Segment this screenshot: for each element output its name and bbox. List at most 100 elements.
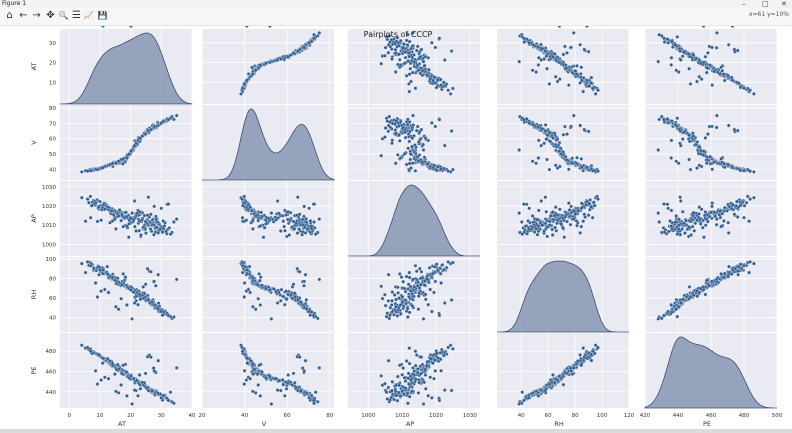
data-point	[279, 287, 284, 292]
data-point	[687, 66, 691, 71]
data-point	[689, 233, 694, 237]
data-point	[683, 231, 687, 235]
data-point	[317, 217, 322, 221]
data-point	[406, 32, 410, 37]
y-tick-label: 480	[46, 349, 57, 355]
data-point	[415, 44, 420, 49]
data-point	[302, 204, 307, 209]
data-point	[96, 352, 101, 357]
subplots-icon[interactable]: ☰	[72, 10, 81, 21]
data-point	[393, 389, 398, 394]
data-point	[406, 282, 411, 287]
data-point	[415, 154, 420, 159]
data-point	[274, 376, 278, 381]
data-point	[113, 372, 117, 376]
data-point	[579, 157, 584, 161]
data-point	[407, 89, 412, 94]
data-point	[403, 130, 408, 135]
data-point	[439, 368, 443, 373]
data-point	[565, 132, 569, 136]
data-point	[425, 274, 430, 278]
y-tick-label: 10	[49, 80, 56, 86]
back-icon[interactable]: ←	[19, 10, 28, 21]
data-point	[395, 374, 400, 379]
y-axis-label-rh: RH	[30, 290, 38, 300]
data-point	[395, 153, 400, 157]
data-point	[114, 227, 118, 231]
data-point	[403, 386, 408, 390]
data-point	[657, 32, 662, 37]
data-point	[255, 282, 260, 287]
data-point	[691, 134, 696, 139]
data-point	[593, 92, 598, 96]
data-point	[440, 263, 445, 267]
data-point	[579, 224, 584, 229]
x-tick-label: 480	[739, 413, 750, 419]
x-tick-label: 40	[518, 413, 525, 419]
data-point	[735, 215, 740, 219]
data-point	[415, 370, 420, 375]
data-point	[540, 127, 545, 131]
data-point	[569, 45, 573, 50]
data-point	[726, 123, 731, 128]
axes-edit-icon[interactable]: 📈	[83, 11, 94, 20]
maximize-icon[interactable]: □	[762, 0, 769, 8]
data-point	[708, 63, 712, 67]
y-tick-label: 80	[49, 276, 56, 282]
x-tick-label: 20	[199, 413, 206, 419]
data-point	[400, 294, 405, 299]
data-point	[407, 39, 412, 44]
data-point	[125, 303, 129, 307]
data-point	[409, 166, 413, 170]
data-point	[283, 228, 287, 233]
pan-icon[interactable]: ✥	[46, 10, 55, 21]
data-point	[90, 203, 94, 208]
data-point	[407, 382, 411, 386]
data-point	[137, 210, 142, 214]
forward-icon[interactable]: →	[32, 10, 41, 21]
data-point	[691, 53, 696, 57]
data-point	[579, 65, 584, 70]
data-point	[437, 117, 442, 122]
data-point	[393, 128, 398, 132]
data-point	[250, 72, 255, 77]
data-point	[284, 386, 289, 391]
data-point	[129, 26, 133, 28]
data-point	[420, 160, 425, 165]
data-point	[586, 129, 591, 134]
x-tick-label: 60	[284, 413, 291, 419]
data-point	[742, 263, 746, 268]
data-point	[573, 68, 578, 73]
data-point	[530, 214, 535, 218]
data-point	[311, 202, 316, 206]
data-point	[432, 376, 436, 381]
data-point	[168, 390, 173, 395]
data-point	[133, 224, 137, 229]
close-icon[interactable]: ✕	[781, 0, 787, 8]
data-point	[698, 152, 703, 156]
data-point	[547, 219, 552, 224]
data-point	[244, 289, 249, 293]
data-point	[308, 230, 313, 235]
data-point	[166, 202, 171, 206]
data-point	[561, 132, 566, 137]
save-icon[interactable]: 💾	[97, 11, 108, 20]
data-point	[79, 261, 84, 266]
data-point	[543, 123, 548, 127]
zoom-icon[interactable]: 🔍	[58, 11, 69, 20]
data-point	[282, 302, 287, 307]
data-point	[397, 133, 401, 138]
data-point	[561, 52, 566, 57]
minimize-icon[interactable]: –	[742, 0, 746, 8]
data-point	[738, 85, 743, 90]
data-point	[166, 313, 171, 318]
data-point	[304, 297, 309, 302]
data-point	[580, 78, 584, 83]
data-point	[590, 168, 595, 173]
data-point	[291, 51, 296, 55]
data-point	[722, 271, 727, 276]
home-icon[interactable]: ⌂	[6, 10, 13, 21]
data-point	[719, 65, 723, 70]
data-point	[581, 346, 586, 350]
data-point	[87, 200, 91, 205]
